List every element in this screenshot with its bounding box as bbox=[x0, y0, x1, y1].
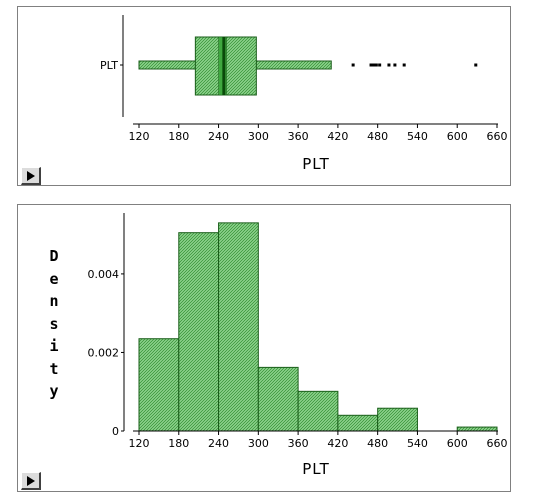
histogram-bar bbox=[337, 414, 379, 432]
outlier-point bbox=[378, 63, 382, 67]
x-tick-label: 360 bbox=[288, 130, 309, 143]
x-axis-title: PLT bbox=[302, 155, 330, 173]
outlier-point bbox=[474, 63, 478, 67]
y-axis-title-letter: e bbox=[49, 269, 59, 288]
histogram-chart: 0 0.002 0.004 120 180 240 300 360 420 480 540 600 66… bbox=[88, 213, 508, 478]
category-label: PLT bbox=[100, 59, 118, 72]
outlier-point bbox=[372, 63, 376, 67]
x-tick-label: 600 bbox=[447, 130, 468, 143]
histogram-play-button[interactable] bbox=[21, 472, 41, 490]
boxplot-panel: PLT 120 180 240 300 360 420 480 540 600 660 PLT bbox=[17, 6, 511, 186]
outlier-point bbox=[374, 63, 378, 67]
outlier-point bbox=[393, 63, 397, 67]
x-tick-label: 600 bbox=[447, 437, 468, 450]
x-tick-label: 360 bbox=[288, 437, 309, 450]
x-tick-label: 540 bbox=[407, 130, 428, 143]
y-tick-label: 0 bbox=[112, 425, 119, 438]
boxplot-chart: PLT 120 180 240 300 360 420 480 540 600 660 PLT bbox=[100, 15, 508, 173]
y-axis-title-letter: i bbox=[49, 337, 59, 355]
y-axis-title-letter: s bbox=[49, 314, 59, 333]
play-icon bbox=[27, 171, 35, 181]
histogram-bar bbox=[456, 426, 498, 432]
x-tick-label: 420 bbox=[327, 130, 348, 143]
x-tick-label: 540 bbox=[407, 437, 428, 450]
histogram-bar bbox=[138, 338, 180, 432]
x-tick-label: 660 bbox=[487, 437, 508, 450]
x-tick-label: 120 bbox=[129, 437, 150, 450]
y-axis-title-letter: t bbox=[49, 359, 59, 378]
x-tick-label: 120 bbox=[129, 130, 150, 143]
histogram-bar bbox=[297, 390, 339, 432]
x-tick-label: 480 bbox=[367, 437, 388, 450]
play-icon bbox=[27, 476, 35, 486]
x-tick-label: 180 bbox=[168, 437, 189, 450]
outlier-point bbox=[387, 63, 391, 67]
outlier-point bbox=[369, 63, 373, 67]
histogram-bar bbox=[377, 407, 418, 432]
x-tick-label: 300 bbox=[248, 437, 269, 450]
histogram-bar bbox=[257, 366, 299, 432]
histogram-panel: 0 0.002 0.004 120 180 240 300 360 420 480 540 600 66… bbox=[17, 204, 511, 492]
histogram-bar bbox=[178, 232, 220, 432]
outlier-point bbox=[351, 63, 355, 67]
x-tick-label: 660 bbox=[487, 130, 508, 143]
histogram-bar bbox=[218, 222, 259, 432]
y-axis-title-letter: n bbox=[49, 292, 59, 310]
y-axis-title-letter: y bbox=[49, 382, 59, 400]
x-tick-label: 180 bbox=[168, 130, 189, 143]
y-tick-label: 0.004 bbox=[88, 268, 120, 281]
x-tick-label: 240 bbox=[208, 437, 229, 450]
boxplot-play-button[interactable] bbox=[21, 167, 41, 185]
x-tick-label: 480 bbox=[367, 130, 388, 143]
x-tick-label: 420 bbox=[327, 437, 348, 450]
x-tick-label: 240 bbox=[208, 130, 229, 143]
y-axis-title-letter: D bbox=[49, 247, 59, 265]
y-tick-label: 0.002 bbox=[88, 346, 120, 359]
outlier-point bbox=[402, 63, 406, 67]
x-axis-title: PLT bbox=[302, 460, 330, 478]
x-tick-label: 300 bbox=[248, 130, 269, 143]
